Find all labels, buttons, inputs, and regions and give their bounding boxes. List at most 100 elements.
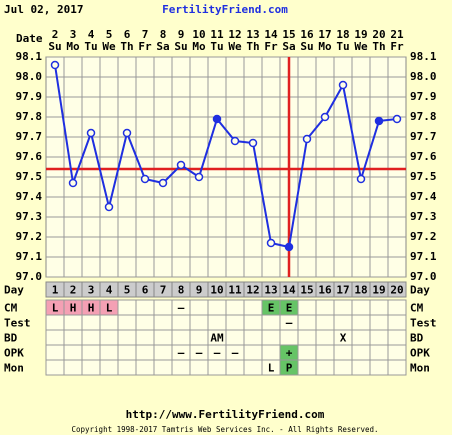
- date-label: 13: [246, 28, 259, 41]
- temperature-point: [122, 128, 132, 138]
- cell: [333, 344, 353, 361]
- cell-text: E: [286, 302, 293, 315]
- site-title: FertilityFriend.com: [162, 3, 288, 16]
- cell: [99, 344, 119, 361]
- cell: [243, 314, 263, 331]
- y-tick-label: 98.1: [16, 50, 43, 63]
- cell: [189, 314, 209, 331]
- date-label: 9: [178, 28, 185, 41]
- day-number: 10: [210, 284, 223, 297]
- day-label-right: Day: [410, 284, 430, 297]
- day-number: 5: [124, 284, 131, 297]
- cell-text: –: [196, 347, 203, 360]
- temperature-point: [158, 178, 168, 188]
- cell-text: L: [268, 362, 275, 375]
- row-label: Mon: [4, 362, 24, 375]
- day-number: 15: [300, 284, 313, 297]
- cell-text: –: [286, 317, 293, 330]
- cell: [171, 359, 191, 376]
- date-label: 10: [192, 28, 205, 41]
- cell: [99, 329, 119, 346]
- cell: [117, 359, 137, 376]
- cell: [351, 314, 371, 331]
- cell: [351, 329, 371, 346]
- cell: [261, 344, 281, 361]
- date-label: 4: [88, 28, 95, 41]
- cell: [297, 359, 317, 376]
- cell-text: L: [52, 302, 59, 315]
- cell: [63, 329, 83, 346]
- day-number: 1: [52, 284, 59, 297]
- y-tick-label-right: 97.7: [410, 130, 437, 143]
- day-number: 17: [336, 284, 349, 297]
- cell: [117, 344, 137, 361]
- y-tick-label: 97.6: [16, 150, 43, 163]
- cell: [387, 329, 407, 346]
- cell: [225, 359, 245, 376]
- weekday-label: Su: [174, 40, 187, 53]
- temperature-point: [230, 136, 240, 146]
- row-label-right: BD: [410, 332, 424, 345]
- cell: [279, 329, 299, 346]
- y-tick-label-right: 98.0: [410, 70, 437, 83]
- cell: [135, 329, 155, 346]
- y-tick-label: 97.5: [16, 170, 43, 183]
- y-tick-label: 97.3: [16, 210, 43, 223]
- cell: [387, 344, 407, 361]
- footer-copyright: Copyright 1998-2017 Tamtris Web Services…: [71, 425, 378, 434]
- cell-text: –: [178, 347, 185, 360]
- y-tick-label: 97.7: [16, 130, 43, 143]
- cell: [81, 314, 101, 331]
- cell: [117, 299, 137, 316]
- cell-text: L: [106, 302, 113, 315]
- cell-text: H: [88, 302, 95, 315]
- date-label: 11: [210, 28, 224, 41]
- day-number: 7: [160, 284, 167, 297]
- temperature-point: [266, 238, 276, 248]
- cell: [387, 359, 407, 376]
- cell-text: P: [286, 362, 293, 375]
- cell: [351, 299, 371, 316]
- temperature-point: [338, 80, 348, 90]
- cell: [63, 359, 83, 376]
- y-tick-label: 97.1: [16, 250, 43, 263]
- row-label: OPK: [4, 347, 24, 360]
- day-number: 2: [70, 284, 77, 297]
- cell: [117, 329, 137, 346]
- temperature-point: [86, 128, 96, 138]
- cell: [261, 314, 281, 331]
- date-label: 2: [52, 28, 59, 41]
- y-tick-label-right: 97.4: [410, 190, 437, 203]
- y-tick-label-right: 97.3: [410, 210, 437, 223]
- day-number: 9: [196, 284, 203, 297]
- y-tick-label-right: 97.6: [410, 150, 437, 163]
- cell: [351, 344, 371, 361]
- y-tick-label: 97.2: [16, 230, 43, 243]
- cell: [189, 329, 209, 346]
- temperature-point: [320, 112, 330, 122]
- row-label: Test: [4, 317, 31, 330]
- cell-text: +: [286, 347, 293, 360]
- cell-text: X: [340, 332, 347, 345]
- date-label: 6: [124, 28, 131, 41]
- row-label-right: Test: [410, 317, 437, 330]
- cell: [243, 359, 263, 376]
- date-label: Date: [16, 32, 43, 45]
- cell: [81, 329, 101, 346]
- weekday-label: Tu: [84, 40, 97, 53]
- cell: [369, 344, 389, 361]
- weekday-label: Tu: [336, 40, 349, 53]
- cell: [297, 299, 317, 316]
- weekday-label: Th: [372, 40, 385, 53]
- cell: [369, 329, 389, 346]
- temperature-point: [68, 178, 78, 188]
- y-tick-label-right: 97.0: [410, 270, 437, 283]
- weekday-label: We: [228, 40, 242, 53]
- y-tick-label: 97.9: [16, 90, 43, 103]
- cell: [333, 314, 353, 331]
- cell: [315, 359, 335, 376]
- cell: [45, 359, 65, 376]
- cell-text: –: [178, 302, 185, 315]
- row-label-right: Mon: [410, 362, 430, 375]
